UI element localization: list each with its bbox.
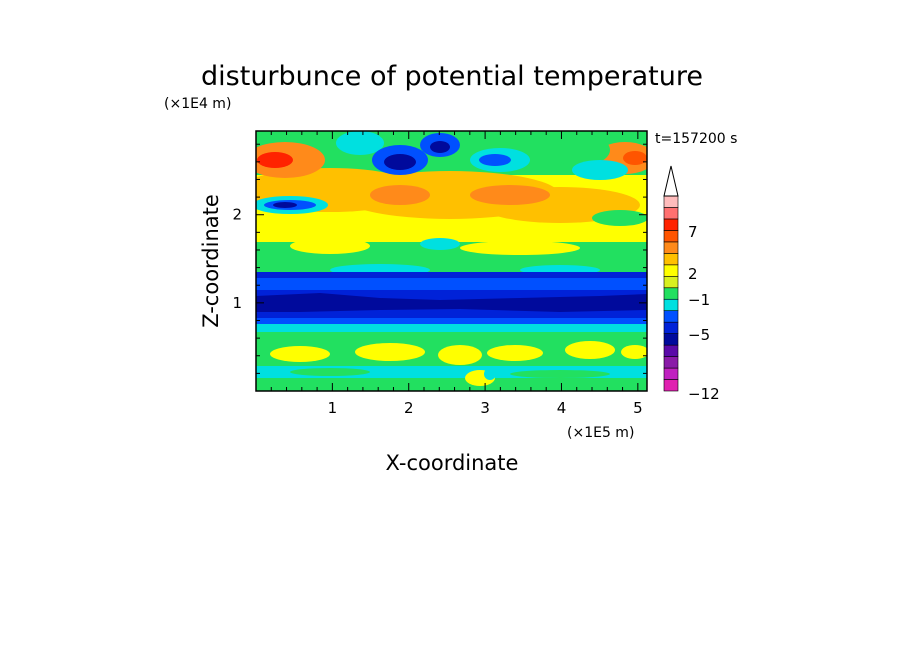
colorbar-swatch (663, 356, 679, 369)
colorbar-swatch (663, 379, 679, 392)
colorbar-swatch (663, 367, 679, 380)
x-axis-label: X-coordinate (386, 451, 519, 475)
time-label: t=157200 s (655, 131, 737, 147)
y-axis: 12 (232, 143, 647, 374)
y-tick-label: 1 (232, 294, 242, 312)
x-tick-label: 2 (404, 399, 414, 417)
colorbar-swatch (663, 207, 679, 220)
colorbar-swatch (663, 333, 679, 346)
colorbar-label: 2 (688, 265, 698, 283)
colorbar-swatch (663, 298, 679, 312)
heatmap-field (256, 131, 647, 391)
colorbar-swatch (663, 344, 679, 357)
colorbar-swatch (663, 287, 679, 300)
x-unit-label: (×1E5 m) (567, 425, 634, 441)
y-tick-label: 2 (232, 206, 242, 224)
colorbar-swatch (663, 264, 679, 277)
x-tick-label: 3 (480, 399, 490, 417)
colorbar-swatch (663, 275, 679, 289)
colorbar: 7 2 −1 −5 −12 (663, 165, 720, 403)
plot-frame (255, 130, 648, 392)
colorbar-label: −1 (688, 291, 710, 309)
colorbar-swatch (663, 310, 679, 323)
colorbar-swatch (663, 218, 679, 231)
x-tick-label: 4 (557, 399, 567, 417)
y-axis-label: Z-coordinate (199, 194, 223, 328)
x-tick-label: 5 (633, 399, 643, 417)
chart-title: disturbunce of potential temperature (201, 61, 703, 92)
colorbar-extend-arrow (663, 165, 679, 197)
colorbar-label: −5 (688, 326, 710, 344)
colorbar-label: −12 (688, 385, 720, 403)
colorbar-swatch (663, 195, 679, 208)
colorbar-swatch (663, 230, 679, 243)
x-axis: 1 2 3 4 5 (255, 131, 643, 417)
colorbar-label: 7 (688, 223, 698, 241)
colorbar-swatch (663, 253, 679, 266)
colorbar-swatch (663, 241, 679, 254)
y-unit-label: (×1E4 m) (164, 96, 231, 112)
colorbar-swatch (663, 321, 679, 334)
x-tick-label: 1 (328, 399, 338, 417)
